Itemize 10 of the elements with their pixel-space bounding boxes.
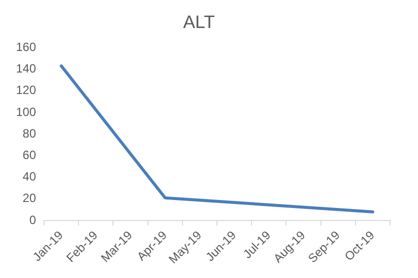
chart-title: ALT	[183, 12, 215, 32]
y-tick-label: 120	[16, 83, 36, 98]
y-tick-label: 20	[22, 191, 36, 206]
y-tick-label: 140	[16, 62, 36, 76]
y-tick-label: 60	[22, 148, 36, 162]
y-tick-label: 80	[22, 126, 36, 140]
y-tick-label: 160	[16, 40, 36, 54]
y-tick-label: 100	[16, 104, 36, 119]
y-tick-label: 40	[22, 170, 36, 184]
y-tick-label: 0	[29, 212, 36, 227]
